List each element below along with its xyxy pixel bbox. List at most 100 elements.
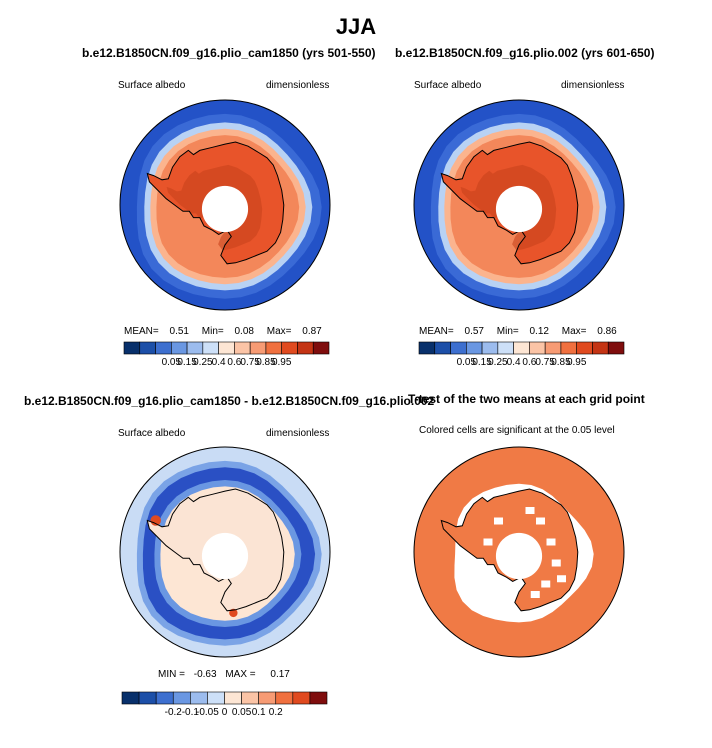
- colorbar-tick-label: 0.4: [507, 357, 521, 368]
- panel-3-right-label: dimensionless: [266, 428, 330, 439]
- colorbar-tick-label: 0.75: [535, 357, 555, 368]
- colorbar-tick-label: 0.15: [472, 357, 492, 368]
- colorbar-swatch: [171, 341, 188, 355]
- colorbar-tick-label: 0.05: [232, 707, 252, 718]
- panel-3-min-label: MIN =: [158, 669, 185, 680]
- colorbar-swatch: [172, 691, 191, 705]
- colorbar-swatch: [466, 341, 483, 355]
- panel-1-min-value: 0.08: [234, 326, 254, 337]
- panel-4-coastline: [440, 488, 579, 612]
- panel-2-map-border: [413, 99, 625, 311]
- panel-2-max-value: 0.86: [597, 326, 617, 337]
- colorbar-tick-label: -0.1: [182, 707, 200, 718]
- panel-4-non-significant-cell: [494, 517, 503, 525]
- colorbar-tick-label: 0.4: [212, 357, 226, 368]
- colorbar-swatch: [258, 691, 277, 705]
- colorbar-swatch: [190, 691, 208, 705]
- colorbar-swatch: [249, 341, 267, 355]
- colorbar-swatch: [592, 341, 609, 355]
- colorbar-tick-label: 0.85: [256, 357, 276, 368]
- figure-title: JJA: [335, 14, 377, 39]
- panel-2-min-label: Min=: [496, 326, 519, 337]
- colorbar-swatch: [497, 341, 514, 355]
- panel-4-non-significant-cell: [530, 591, 540, 598]
- colorbar-tick-label: 0.2: [269, 707, 283, 718]
- panel-1-mean-value: 0.51: [169, 326, 189, 337]
- colorbar-swatch: [544, 341, 562, 355]
- panel-2-title: b.e12.B1850CN.f09_g16.plio.002 (yrs 601-…: [395, 46, 655, 60]
- panel-3-map: [119, 446, 331, 658]
- colorbar-swatch: [265, 341, 282, 355]
- colorbar-tick-label: 0.6: [522, 357, 536, 368]
- panel-4-non-significant-cell: [483, 538, 493, 546]
- panel-3-stats: MIN = -0.63 MAX = 0.17: [158, 669, 328, 680]
- panel-1-max-value: 0.87: [302, 326, 322, 337]
- panel-1-mean-label: MEAN=: [124, 326, 159, 337]
- colorbar-swatch: [234, 341, 251, 355]
- colorbar-swatch: [281, 341, 298, 355]
- panel-2-pole-hole: [495, 185, 543, 233]
- colorbar-tick-label: 0.15: [177, 357, 197, 368]
- panel-3-map-border: [119, 446, 331, 658]
- colorbar-swatch: [297, 341, 314, 355]
- panel-1-map-border: [119, 99, 331, 311]
- panel-1-colorbar: 0.050.150.25 0.4 0.6 0.750.850.95: [123, 341, 330, 368]
- panel-2-map: [413, 99, 625, 311]
- panel-1-map: [119, 99, 331, 311]
- colorbar-tick-label: 0.85: [551, 357, 571, 368]
- colorbar-swatch: [186, 341, 204, 355]
- panel-4-map-border: [413, 446, 625, 658]
- panel-1-coastline: [146, 141, 285, 265]
- colorbar-swatch: [202, 341, 219, 355]
- colorbar-tick-label: 0.75: [240, 357, 260, 368]
- colorbar-swatch: [241, 691, 259, 705]
- colorbar-tick-label: 0.05: [162, 357, 182, 368]
- panel-2-max-label: Max=: [561, 326, 587, 337]
- colorbar-swatch: [224, 691, 242, 705]
- colorbar-swatch: [481, 341, 499, 355]
- panel-4-non-significant-cell: [546, 538, 556, 546]
- colorbar-swatch: [434, 341, 451, 355]
- colorbar-swatch: [529, 341, 546, 355]
- colorbar-tick-label: 0.95: [567, 357, 587, 368]
- colorbar-swatch: [309, 691, 328, 705]
- panel-1-left-label: Surface albedo: [118, 80, 186, 91]
- colorbar-swatch: [450, 341, 467, 355]
- panel-1-title: b.e12.B1850CN.f09_g16.plio_cam1850 (yrs …: [82, 46, 376, 60]
- colorbar-tick-label: 0.6: [227, 357, 241, 368]
- panel-4-non-significant-cell: [557, 575, 566, 583]
- panel-4-non-significant-cell: [541, 580, 551, 588]
- panel-3-colorbar: -0.2 -0.1-0.05 0 0.05 0.1 0.2: [121, 691, 328, 718]
- panel-3-title: b.e12.B1850CN.f09_g16.plio_cam1850 - b.e…: [24, 394, 435, 408]
- panel-1-pole-hole: [201, 185, 249, 233]
- colorbar-swatch: [513, 341, 530, 355]
- colorbar-swatch: [418, 341, 436, 355]
- panel-3-pole-hole: [201, 532, 249, 580]
- colorbar-swatch: [275, 691, 294, 705]
- panel-2-coastline: [440, 141, 579, 265]
- panel-1-max-label: Max=: [266, 326, 292, 337]
- colorbar-tick-label: -0.05: [196, 707, 219, 718]
- colorbar-swatch: [138, 691, 157, 705]
- panel-1-stats: MEAN= 0.51 Min= 0.08 Max= 0.87: [124, 326, 334, 337]
- panel-2-left-label: Surface albedo: [414, 80, 482, 91]
- colorbar-swatch: [292, 691, 311, 705]
- colorbar-tick-label: 0.1: [252, 707, 266, 718]
- colorbar-tick-label: 0: [222, 707, 228, 718]
- panel-4-title: T-test of the two means at each grid poi…: [408, 392, 645, 406]
- colorbar-swatch: [121, 691, 140, 705]
- colorbar-swatch: [207, 691, 225, 705]
- panel-2-stats: MEAN= 0.57 Min= 0.12 Max= 0.86: [419, 326, 629, 337]
- colorbar-swatch: [123, 341, 141, 355]
- panel-3-coastline: [146, 488, 285, 612]
- panel-3-max-label: MAX =: [225, 669, 256, 680]
- colorbar-tick-label: 0.25: [488, 357, 508, 368]
- panel-1-min-label: Min=: [201, 326, 224, 337]
- panel-2-min-value: 0.12: [529, 326, 549, 337]
- colorbar-swatch: [312, 341, 330, 355]
- panel-4-non-significant-cell: [525, 507, 535, 514]
- panel-3-positive-spot: [150, 515, 161, 526]
- colorbar-tick-label: -0.2: [165, 707, 183, 718]
- panel-3-max-value: 0.17: [270, 669, 290, 680]
